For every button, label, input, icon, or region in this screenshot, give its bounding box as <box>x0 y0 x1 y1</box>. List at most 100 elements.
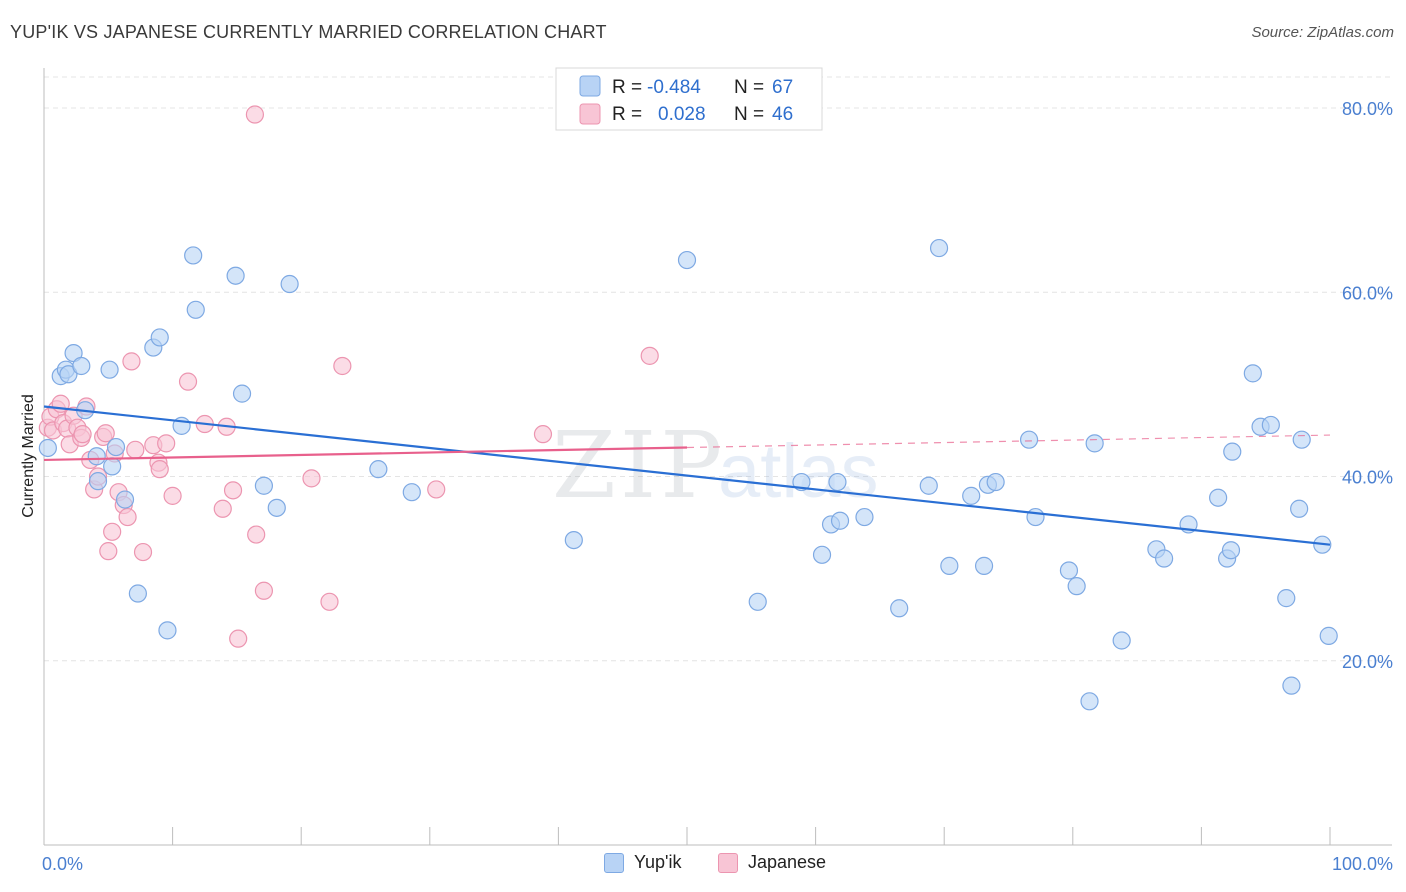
y-tick-label: 20.0% <box>1342 652 1393 672</box>
japanese-trend-line-dashed <box>686 434 1331 449</box>
yupik-point <box>1282 676 1301 695</box>
yupik-point <box>940 556 959 575</box>
japanese-point <box>96 424 115 443</box>
legend-yupik-r-label: R = <box>612 77 642 98</box>
japanese-point <box>245 105 265 124</box>
yupik-point <box>1067 577 1086 596</box>
yupik-points <box>38 238 1338 711</box>
legend-swatch-yupik <box>604 852 624 873</box>
yupik-point <box>72 356 91 376</box>
yupik-point <box>830 511 850 530</box>
japanese-point <box>126 440 145 459</box>
trend-lines <box>43 405 1331 546</box>
yupik-point <box>150 328 169 347</box>
yupik-point <box>929 238 949 258</box>
legend-yupik-n-value: 67 <box>772 77 793 98</box>
yupik-point <box>1290 499 1309 518</box>
japanese-point <box>150 460 169 479</box>
legend-japanese-r-value: 0.028 <box>658 104 706 125</box>
legend-item-yupik: Yup'ik <box>604 852 681 873</box>
yupik-point <box>974 556 994 575</box>
legend-yupik-r-value: -0.484 <box>647 77 701 98</box>
axes <box>43 68 1392 846</box>
legend-yupik-n-label: N = <box>734 77 764 98</box>
legend-item-japanese: Japanese <box>718 852 826 873</box>
yupik-point <box>115 490 135 509</box>
yupik-point <box>254 476 274 495</box>
yupik-point <box>792 472 811 492</box>
yupik-point <box>919 476 938 495</box>
source-credit: Source: ZipAtlas.com <box>1251 24 1394 41</box>
japanese-point <box>157 434 176 453</box>
yupik-point <box>1059 561 1079 580</box>
yupik-point <box>986 472 1005 492</box>
yupik-point <box>828 472 847 492</box>
yupik-point <box>186 300 205 319</box>
yupik-point <box>1277 589 1296 608</box>
yupik-point <box>1319 626 1338 645</box>
watermark-atlas: atlas <box>718 429 879 514</box>
yupik-point <box>267 498 286 517</box>
japanese-point <box>213 499 232 518</box>
japanese-point <box>254 581 274 600</box>
yupik-point <box>890 599 909 618</box>
legend-japanese-n-label: N = <box>734 104 764 125</box>
yupik-point <box>88 472 108 491</box>
japanese-point <box>122 352 141 371</box>
yupik-point <box>103 457 122 476</box>
japanese-point <box>302 469 321 488</box>
japanese-point <box>320 592 339 611</box>
japanese-trend-line <box>43 446 688 462</box>
japanese-point <box>333 356 352 376</box>
yupik-point <box>1223 442 1242 461</box>
yupik-point <box>1155 549 1174 568</box>
watermark: ZIP atlas <box>552 412 879 519</box>
japanese-point <box>99 542 118 561</box>
grid-lines <box>44 76 1392 662</box>
yupik-point <box>369 460 388 479</box>
yupik-point <box>1112 631 1131 650</box>
legend-swatch-japanese <box>718 852 738 873</box>
yupik-point <box>158 621 177 640</box>
yupik-point <box>1243 364 1262 383</box>
yupik-point <box>59 365 78 384</box>
yupik-point <box>100 360 119 379</box>
yupik-point <box>677 250 697 270</box>
yupik-trend-line <box>43 405 1331 546</box>
yupik-point <box>1209 488 1228 507</box>
japanese-point <box>640 346 659 365</box>
japanese-point <box>247 525 266 544</box>
legend-japanese-swatch <box>579 103 601 125</box>
legend-top: R = -0.484 N = 67 R = 0.028 N = 46 <box>555 67 823 131</box>
yupik-point <box>1292 430 1311 449</box>
japanese-point <box>223 481 243 500</box>
yupik-point <box>184 246 203 265</box>
yupik-point <box>106 437 126 457</box>
yupik-point <box>280 274 299 294</box>
y-axis-label: Currently Married <box>20 394 37 518</box>
legend-bottom: Yup'ik Japanese <box>0 852 1406 878</box>
japanese-point <box>73 425 92 444</box>
yupik-point <box>812 545 832 564</box>
legend-japanese-n-value: 46 <box>772 104 793 125</box>
y-tick-label: 60.0% <box>1342 283 1393 303</box>
watermark-zip: ZIP <box>552 412 726 519</box>
japanese-point <box>103 522 122 541</box>
yupik-point <box>564 530 583 550</box>
yupik-point <box>232 384 252 403</box>
chart-title: YUP'IK VS JAPANESE CURRENTLY MARRIED COR… <box>10 22 607 42</box>
yupik-point <box>128 584 147 603</box>
yupik-point <box>38 438 57 458</box>
yupik-point <box>1221 541 1241 560</box>
japanese-point <box>178 372 198 391</box>
yupik-point <box>855 507 874 527</box>
yupik-point <box>962 486 981 505</box>
legend-label-yupik: Yup'ik <box>634 852 682 872</box>
x-tick-label-max: 100.0% <box>1332 854 1393 874</box>
tick-labels: 20.0% 40.0% 60.0% 80.0% 0.0% 100.0% <box>42 99 1393 874</box>
y-tick-label: 40.0% <box>1342 468 1393 488</box>
japanese-point <box>163 486 182 505</box>
japanese-point <box>229 629 248 648</box>
yupik-point <box>1085 434 1104 453</box>
